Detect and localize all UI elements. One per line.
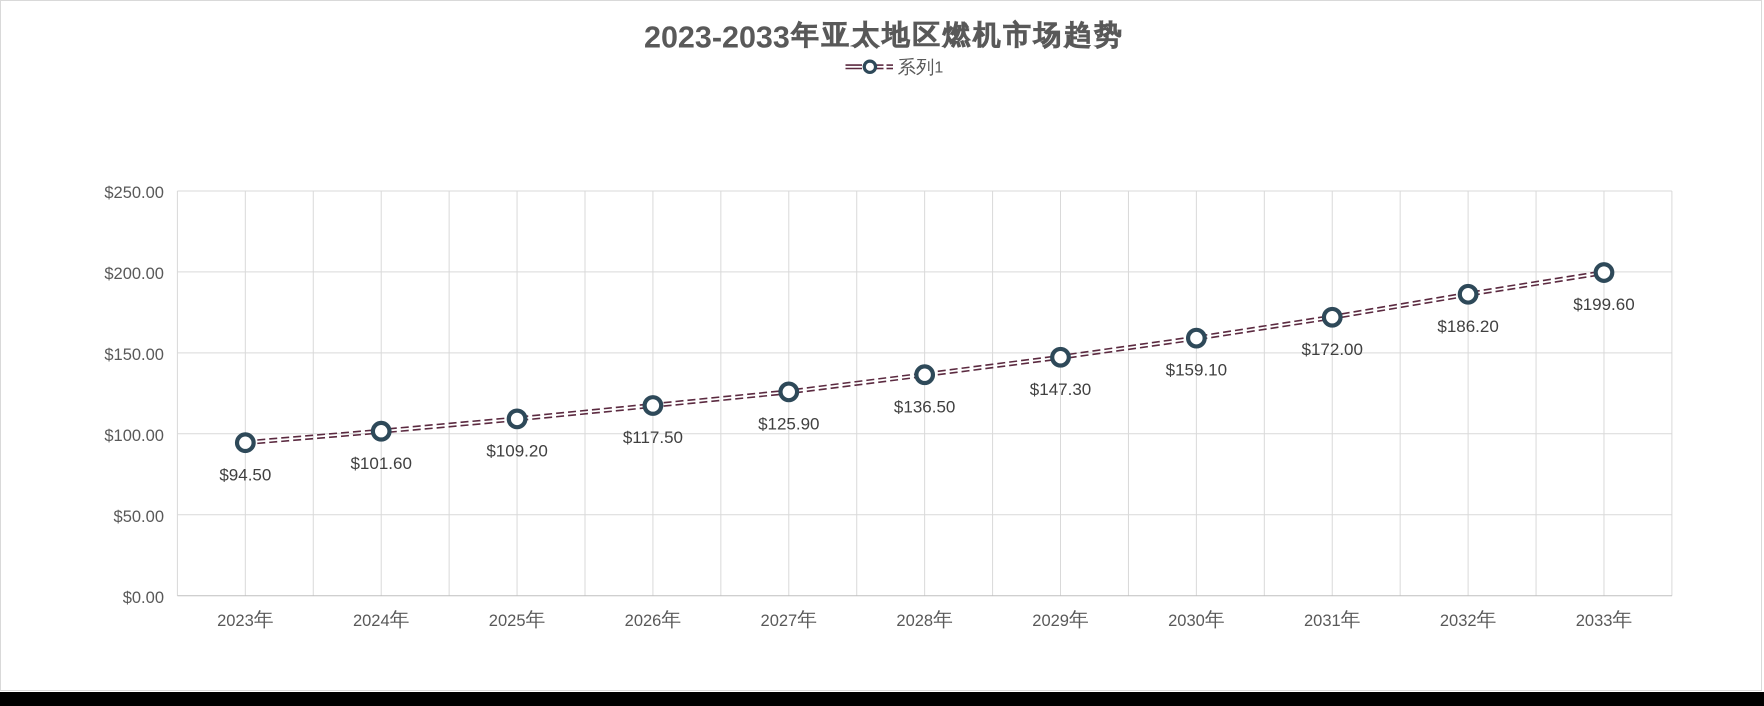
svg-text:$172.00: $172.00 (1302, 340, 1363, 359)
svg-text:$147.30: $147.30 (1030, 380, 1091, 399)
svg-text:2032: 2032 (1440, 612, 1477, 630)
svg-text:$109.20: $109.20 (486, 442, 547, 461)
svg-text:2030: 2030 (1168, 612, 1205, 630)
svg-text:$0.00: $0.00 (123, 589, 164, 607)
svg-text:$186.20: $186.20 (1437, 317, 1498, 336)
svg-text:2029: 2029 (1032, 612, 1069, 630)
svg-text:2026: 2026 (625, 612, 662, 630)
svg-text:2027: 2027 (761, 612, 798, 630)
svg-text:$199.60: $199.60 (1573, 295, 1634, 314)
svg-text:$159.10: $159.10 (1166, 361, 1227, 380)
svg-text:2031: 2031 (1304, 612, 1341, 630)
svg-text:$136.50: $136.50 (894, 397, 955, 416)
svg-text:2023: 2023 (217, 612, 254, 630)
svg-text:$117.50: $117.50 (623, 428, 683, 447)
svg-text:$94.50: $94.50 (219, 465, 271, 484)
svg-text:$50.00: $50.00 (114, 508, 164, 526)
svg-text:2028: 2028 (896, 612, 933, 630)
svg-text:2024: 2024 (353, 612, 390, 630)
svg-text:2025: 2025 (489, 612, 526, 630)
svg-text:$250.00: $250.00 (104, 184, 164, 202)
svg-text:1: 1 (934, 60, 943, 77)
svg-text:$101.60: $101.60 (350, 454, 411, 473)
svg-text:2033: 2033 (1576, 612, 1613, 630)
svg-text:$100.00: $100.00 (104, 427, 164, 445)
svg-text:$125.90: $125.90 (758, 414, 819, 433)
svg-text:2023-2033: 2023-2033 (644, 20, 790, 54)
svg-text:$200.00: $200.00 (104, 265, 164, 283)
svg-text:$150.00: $150.00 (104, 346, 164, 364)
